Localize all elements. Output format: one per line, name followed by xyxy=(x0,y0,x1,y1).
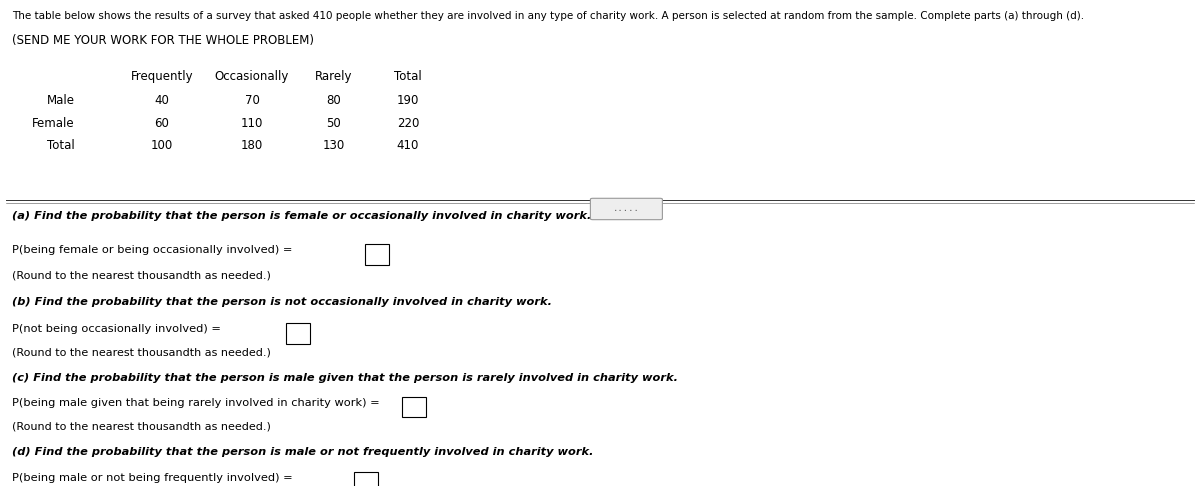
Text: Frequently: Frequently xyxy=(131,70,193,84)
Text: P(not being occasionally involved) =: P(not being occasionally involved) = xyxy=(12,324,221,334)
Text: 80: 80 xyxy=(326,94,341,107)
FancyBboxPatch shape xyxy=(590,198,662,220)
Text: P(being male or not being frequently involved) =: P(being male or not being frequently inv… xyxy=(12,473,293,484)
Text: (Round to the nearest thousandth as needed.): (Round to the nearest thousandth as need… xyxy=(12,271,271,281)
Text: Female: Female xyxy=(31,117,74,130)
Text: Male: Male xyxy=(47,94,74,107)
Text: 410: 410 xyxy=(397,139,419,153)
Text: Rarely: Rarely xyxy=(314,70,353,84)
Bar xyxy=(354,472,378,486)
Text: (b) Find the probability that the person is not occasionally involved in charity: (b) Find the probability that the person… xyxy=(12,297,552,308)
Text: 110: 110 xyxy=(241,117,263,130)
Text: (SEND ME YOUR WORK FOR THE WHOLE PROBLEM): (SEND ME YOUR WORK FOR THE WHOLE PROBLEM… xyxy=(12,34,314,47)
Bar xyxy=(286,323,310,344)
Text: P(being female or being occasionally involved) =: P(being female or being occasionally inv… xyxy=(12,245,293,256)
Text: (d) Find the probability that the person is male or not frequently involved in c: (d) Find the probability that the person… xyxy=(12,447,594,457)
Text: (Round to the nearest thousandth as needed.): (Round to the nearest thousandth as need… xyxy=(12,421,271,432)
Text: Total: Total xyxy=(47,139,74,153)
Text: 190: 190 xyxy=(397,94,419,107)
Text: The table below shows the results of a survey that asked 410 people whether they: The table below shows the results of a s… xyxy=(12,11,1084,21)
Text: 50: 50 xyxy=(326,117,341,130)
Text: .....: ..... xyxy=(613,205,640,213)
Text: 100: 100 xyxy=(151,139,173,153)
Text: Total: Total xyxy=(394,70,422,84)
Text: 180: 180 xyxy=(241,139,263,153)
Bar xyxy=(365,244,389,265)
Text: (a) Find the probability that the person is female or occasionally involved in c: (a) Find the probability that the person… xyxy=(12,211,592,222)
Text: 220: 220 xyxy=(397,117,419,130)
Text: 40: 40 xyxy=(155,94,169,107)
Bar xyxy=(402,397,426,417)
Text: (c) Find the probability that the person is male given that the person is rarely: (c) Find the probability that the person… xyxy=(12,373,678,383)
Text: P(being male given that being rarely involved in charity work) =: P(being male given that being rarely inv… xyxy=(12,398,379,408)
Text: Occasionally: Occasionally xyxy=(215,70,289,84)
Text: 130: 130 xyxy=(323,139,344,153)
Text: 70: 70 xyxy=(245,94,259,107)
Text: 60: 60 xyxy=(155,117,169,130)
Text: (Round to the nearest thousandth as needed.): (Round to the nearest thousandth as need… xyxy=(12,347,271,358)
